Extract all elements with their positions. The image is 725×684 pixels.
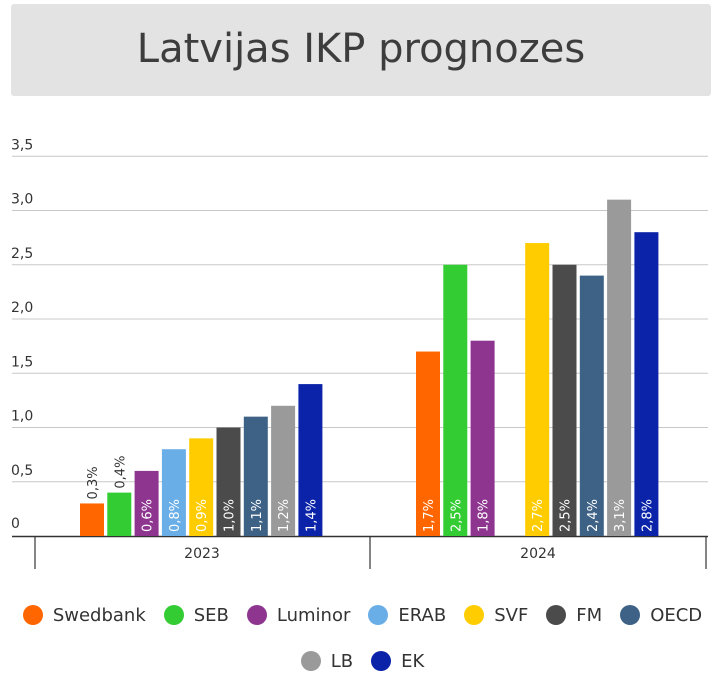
x-tick-label: 2023 bbox=[184, 546, 220, 562]
data-label: 1,8% bbox=[477, 499, 492, 532]
data-label: 0,6% bbox=[141, 499, 156, 532]
legend-marker-icon bbox=[371, 651, 392, 671]
y-tick-label: 1,5 bbox=[11, 354, 33, 370]
bar-fm-2023 bbox=[216, 427, 241, 536]
y-tick-label: 1,0 bbox=[11, 409, 33, 425]
y-tick-label: 3,0 bbox=[11, 192, 33, 208]
data-label: 3,1% bbox=[613, 499, 628, 532]
bar-swedbank-2024 bbox=[416, 351, 440, 536]
bar-oecd-2024 bbox=[579, 275, 604, 536]
bar-ek-2024 bbox=[634, 232, 659, 536]
legend-item-ek[interactable]: EK bbox=[371, 651, 424, 672]
bar-seb-2024 bbox=[443, 264, 468, 536]
legend-label: OECD bbox=[650, 604, 703, 626]
data-label: 1,1% bbox=[250, 499, 265, 532]
legend: Swedbank SEB Luminor ERAB SVF FM OECD LB EK bbox=[0, 592, 725, 684]
bar-luminor-2024 bbox=[470, 340, 495, 536]
data-label: 0,4% bbox=[113, 456, 128, 489]
legend-label: FM bbox=[576, 604, 603, 626]
y-tick-label: 0 bbox=[11, 516, 20, 532]
legend-label: SVF bbox=[494, 604, 529, 626]
data-label: 1,4% bbox=[304, 499, 319, 532]
data-label: 1,7% bbox=[422, 499, 437, 532]
bar-oecd-2023 bbox=[243, 416, 268, 536]
y-tick-label: 0,5 bbox=[11, 463, 33, 479]
legend-item-svf[interactable]: SVF bbox=[464, 605, 528, 626]
legend-item-lb[interactable]: LB bbox=[300, 650, 354, 672]
bar-swedbank-2023 bbox=[80, 503, 104, 536]
chart-title: Latvijas IKP prognozes bbox=[136, 26, 586, 72]
legend-row: Swedbank SEB Luminor ERAB SVF FM OECD bbox=[0, 592, 725, 638]
legend-row: LB EK bbox=[0, 638, 725, 684]
bar-svf-2024 bbox=[525, 243, 550, 537]
legend-label: LB bbox=[330, 650, 354, 672]
legend-marker-icon bbox=[22, 605, 43, 625]
legend-marker-icon bbox=[546, 605, 567, 625]
data-label: 2,8% bbox=[640, 499, 655, 532]
legend-label: Swedbank bbox=[52, 604, 146, 626]
legend-item-erab[interactable]: ERAB bbox=[368, 605, 446, 626]
bar-lb-2023 bbox=[271, 405, 296, 536]
data-label: 2,5% bbox=[449, 499, 464, 532]
y-tick-label: 3,5 bbox=[11, 137, 33, 153]
x-tick-label: 2024 bbox=[520, 546, 556, 562]
bar-luminor-2023 bbox=[134, 470, 159, 536]
legend-marker-icon bbox=[163, 605, 184, 625]
data-label: 0,9% bbox=[195, 499, 210, 532]
legend-label: SEB bbox=[193, 604, 229, 626]
legend-item-swedbank[interactable]: Swedbank bbox=[22, 604, 146, 626]
data-label: 2,4% bbox=[586, 499, 601, 532]
bar-ek-2023 bbox=[298, 384, 323, 536]
legend-label: Luminor bbox=[276, 604, 351, 626]
title-banner: Latvijas IKP prognozes bbox=[11, 4, 711, 96]
y-tick-label: 2,0 bbox=[11, 300, 33, 316]
legend-item-seb[interactable]: SEB bbox=[163, 604, 229, 626]
legend-label: ERAB bbox=[398, 604, 447, 626]
legend-item-fm[interactable]: FM bbox=[546, 605, 602, 626]
bar-svf-2023 bbox=[189, 438, 214, 536]
bar-erab-2023 bbox=[161, 449, 186, 536]
legend-item-oecd[interactable]: OECD bbox=[620, 605, 702, 626]
data-label: 1,2% bbox=[277, 499, 292, 532]
y-tick-label: 2,5 bbox=[11, 246, 33, 262]
data-label: 0,3% bbox=[86, 466, 101, 499]
legend-marker-icon bbox=[300, 651, 321, 671]
data-label: 2,7% bbox=[531, 499, 546, 532]
data-label: 1,0% bbox=[223, 499, 238, 532]
data-label: 0,8% bbox=[168, 499, 183, 532]
bar-fm-2024 bbox=[552, 264, 577, 536]
legend-marker-icon bbox=[246, 605, 267, 625]
bar-lb-2024 bbox=[607, 199, 632, 536]
legend-label: EK bbox=[401, 650, 425, 672]
legend-marker-icon bbox=[464, 605, 485, 625]
legend-marker-icon bbox=[620, 605, 641, 625]
legend-marker-icon bbox=[368, 605, 389, 625]
bar-seb-2023 bbox=[107, 492, 132, 536]
legend-item-luminor[interactable]: Luminor bbox=[246, 604, 351, 626]
bar-chart: 0 0,5 1,0 1,5 2,0 2,5 3,0 3,5 2023 2024 0,3% 1,7% 0,… bbox=[11, 137, 708, 569]
data-label: 2,5% bbox=[559, 499, 574, 532]
